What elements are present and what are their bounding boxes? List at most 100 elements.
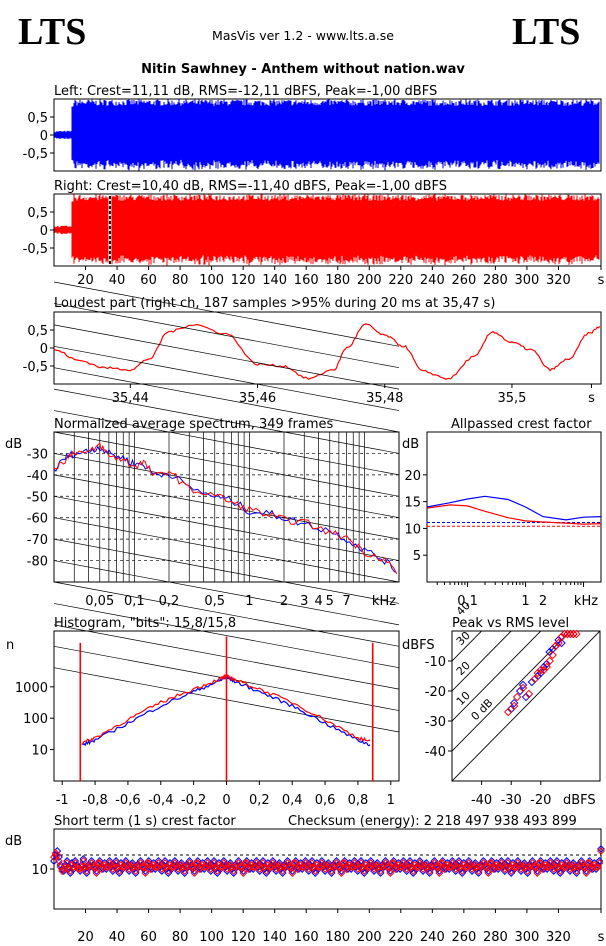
short-crest-xtick-label: 20	[77, 930, 94, 945]
loudest-xtick-label: 35,48	[366, 391, 403, 406]
short-crest-right-point	[164, 867, 173, 875]
spectrum-ytick-label: -30	[27, 447, 48, 462]
spectrum-slope	[53, 603, 400, 669]
short-crest-right-point	[430, 859, 439, 867]
short-crest-xtick-label: 120	[231, 930, 256, 945]
right-waveform-xtick-label: 180	[325, 273, 350, 288]
short-crest-left-point	[479, 857, 488, 865]
short-crest-right-point	[481, 863, 490, 871]
short-crest-xtick-label: 260	[451, 930, 476, 945]
short-crest-left-point	[219, 857, 228, 865]
short-crest-right-point	[162, 863, 171, 871]
short-crest-left-point	[497, 857, 506, 865]
short-crest-right-point	[90, 863, 99, 871]
left-waveform-ytick-label: 0,5	[27, 111, 48, 126]
short-crest-right-point	[286, 863, 295, 871]
spectrum-slope	[53, 367, 400, 433]
short-crest-right-point	[288, 869, 297, 877]
short-crest-left-point	[425, 869, 434, 877]
histogram-xtick-label: -0,4	[148, 793, 173, 808]
spectrum-xtick-label: 5	[326, 594, 334, 609]
short-crest-right-point	[283, 859, 292, 867]
crest-title: Allpassed crest factor	[451, 417, 592, 432]
short-crest-left-point	[301, 857, 310, 865]
short-crest-right-point	[311, 867, 320, 875]
short-crest-left-point	[513, 857, 522, 865]
spectrum-ytick-label: -60	[27, 512, 48, 527]
spectrum-grid	[53, 281, 400, 733]
short-crest-right-point	[597, 847, 605, 855]
short-crest-right-point	[358, 863, 367, 871]
spectrum-ytick-label: -70	[27, 533, 48, 548]
short-crest-xtick-label: 80	[172, 930, 189, 945]
right-waveform-xtick-label: 260	[451, 273, 476, 288]
short-crest-left-point	[507, 869, 516, 877]
short-crest-left-point	[415, 857, 424, 865]
histogram-title: Histogram, "bits": 15,8/15,8	[54, 616, 236, 631]
short-crest-left-point	[87, 857, 96, 865]
short-crest-left-point	[79, 855, 88, 863]
peak-rms-diagonal	[452, 631, 600, 781]
short-crest-left-point	[458, 869, 467, 877]
short-crest-right-point	[213, 867, 222, 875]
right-waveform-xtick-label: 320	[546, 273, 571, 288]
peak-rms-left-point	[548, 644, 557, 654]
short-crest-right-point	[53, 851, 62, 859]
right-waveform-xtick-label: s	[598, 273, 605, 288]
spectrum-title: Normalized average spectrum, 349 frames	[54, 417, 333, 432]
short-crest-xtick-label: 280	[483, 930, 508, 945]
spectrum-slope	[53, 431, 400, 497]
short-crest-right-point	[388, 859, 396, 867]
crest-ytick-label: 15	[404, 496, 421, 511]
short-crest-left-point	[50, 857, 58, 865]
short-crest-right-point	[474, 867, 483, 875]
histogram-xtick-label: -1	[56, 793, 69, 808]
short-crest-left-point	[268, 857, 277, 865]
short-crest-right-point	[74, 865, 83, 873]
short-crest-right-point	[334, 863, 343, 871]
loudest-ytick-label: 0,5	[27, 324, 48, 339]
short-crest-right-point	[113, 863, 122, 871]
short-crest-right-point	[554, 863, 563, 871]
short-crest-right-point	[515, 861, 524, 869]
spectrum-slope	[53, 538, 400, 604]
peak-rms-diagonal	[452, 631, 512, 692]
short-crest-xtick-label: 140	[262, 930, 287, 945]
peak-rms-diagonal	[452, 631, 483, 662]
short-crest-left-point	[399, 857, 408, 865]
peak-rms-diag-label: 10	[454, 689, 473, 708]
spectrum-slope	[53, 560, 400, 626]
short-crest-left-point	[360, 869, 369, 877]
peak-rms-ytick-label: -10	[425, 655, 446, 670]
short-crest-right-point	[579, 863, 587, 871]
short-crest-right-point	[432, 863, 441, 871]
short-crest-right-point	[482, 863, 491, 871]
short-crest-right-point	[309, 863, 318, 871]
loudest-trace	[53, 323, 601, 380]
peak-rms-right-point	[530, 674, 540, 684]
peak-rms-right-point	[524, 689, 534, 699]
short-crest-left-point	[262, 869, 271, 877]
loudest-xtick-label: s	[588, 391, 595, 406]
peak-rms-right-point	[542, 662, 551, 672]
loudest-xtick-label: 35,46	[239, 391, 276, 406]
short-crest-left-point	[409, 869, 418, 877]
short-crest-left-point	[430, 857, 439, 865]
peak-rms-xtick-label: -20	[530, 793, 551, 808]
peak-rms-left-point	[545, 647, 554, 657]
checksum-text: Checksum (energy): 2 218 497 938 493 899	[288, 814, 577, 829]
right-waveform-xtick-label: 160	[294, 273, 319, 288]
spectrum-ylabel: dB	[5, 437, 22, 452]
short-crest-right-point	[172, 861, 181, 869]
crest-ylabel: dB	[402, 437, 419, 452]
right-waveform-ytick-label: -0,5	[23, 242, 48, 257]
spectrum-slope	[53, 388, 400, 454]
short-crest-left-point	[556, 869, 565, 877]
short-crest-xtick-label: s	[598, 930, 605, 945]
short-crest-left-point	[71, 857, 80, 865]
short-crest-left-point	[278, 869, 287, 877]
short-crest-right-point	[384, 863, 393, 871]
peak-rms-right-point	[509, 701, 519, 711]
short-crest-left-point	[252, 857, 261, 865]
spectrum-slope	[53, 281, 400, 347]
